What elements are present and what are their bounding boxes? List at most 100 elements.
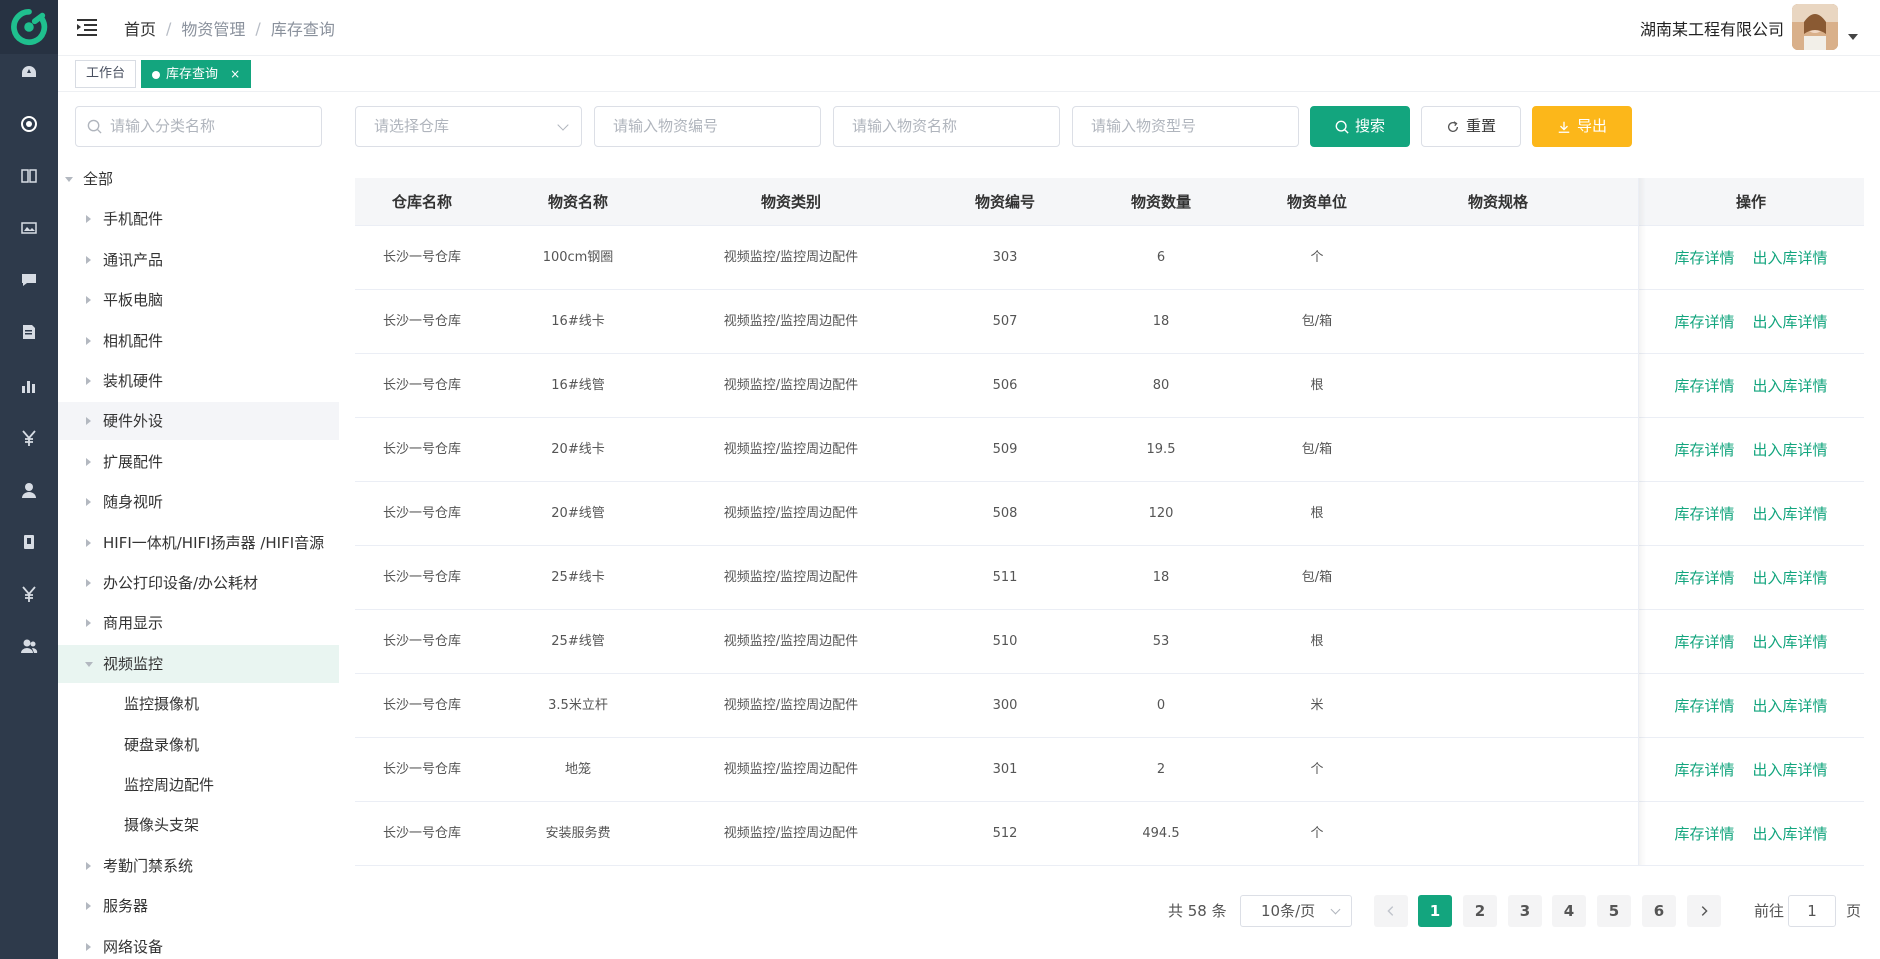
goto-page-input[interactable]: 1 bbox=[1788, 895, 1836, 927]
inout-detail-link[interactable]: 出入库详情 bbox=[1752, 505, 1828, 523]
caret-down-icon[interactable] bbox=[85, 661, 93, 667]
caret-right-icon[interactable] bbox=[86, 215, 91, 224]
category-search-input[interactable]: 请输入分类名称 bbox=[75, 106, 322, 147]
rail-item[interactable] bbox=[0, 312, 58, 352]
rail-item[interactable] bbox=[0, 260, 58, 300]
caret-right-icon[interactable] bbox=[86, 861, 91, 870]
stock-detail-link[interactable]: 库存详情 bbox=[1674, 569, 1735, 587]
tab-workbench[interactable]: 工作台 bbox=[75, 60, 137, 88]
tree-node[interactable]: 硬盘录像机 bbox=[58, 726, 339, 764]
inout-detail-link[interactable]: 出入库详情 bbox=[1752, 249, 1828, 267]
stock-detail-link[interactable]: 库存详情 bbox=[1674, 825, 1735, 843]
tree-node[interactable]: 商用显示 bbox=[58, 604, 339, 642]
tree-node[interactable]: 随身视听 bbox=[58, 483, 339, 521]
tree-node[interactable]: 办公打印设备/办公耗材 bbox=[58, 564, 339, 602]
tree-node[interactable]: HIFI一体机/HIFI扬声器 /HIFI音源 bbox=[58, 524, 339, 562]
stock-detail-link[interactable]: 库存详情 bbox=[1674, 313, 1735, 331]
page-button[interactable]: 5 bbox=[1597, 895, 1631, 927]
stock-detail-link[interactable]: 库存详情 bbox=[1674, 633, 1735, 651]
rail-item[interactable] bbox=[0, 104, 58, 144]
tree-node[interactable]: 扩展配件 bbox=[58, 443, 339, 481]
caret-right-icon[interactable] bbox=[86, 417, 91, 426]
breadcrumb-home[interactable]: 首页 bbox=[124, 20, 157, 39]
tree-node[interactable]: 手机配件 bbox=[58, 200, 339, 238]
reset-button[interactable]: 重置 bbox=[1421, 106, 1521, 147]
page-size-select[interactable]: 10条/页 bbox=[1240, 895, 1352, 927]
rail-item[interactable] bbox=[0, 208, 58, 248]
inout-detail-link[interactable]: 出入库详情 bbox=[1752, 761, 1828, 779]
caret-right-icon[interactable] bbox=[86, 296, 91, 305]
rail-item[interactable] bbox=[0, 366, 58, 406]
page-button[interactable]: 3 bbox=[1508, 895, 1542, 927]
prev-page-button[interactable] bbox=[1374, 895, 1408, 927]
tree-node[interactable]: 通讯产品 bbox=[58, 241, 339, 279]
page-button[interactable]: 2 bbox=[1463, 895, 1497, 927]
inout-detail-link[interactable]: 出入库详情 bbox=[1752, 633, 1828, 651]
tree-node[interactable]: 监控摄像机 bbox=[58, 685, 339, 723]
caret-right-icon[interactable] bbox=[86, 255, 91, 264]
avatar[interactable] bbox=[1792, 4, 1838, 50]
inout-detail-link[interactable]: 出入库详情 bbox=[1752, 441, 1828, 459]
page-button[interactable]: 4 bbox=[1552, 895, 1586, 927]
stock-detail-link[interactable]: 库存详情 bbox=[1674, 441, 1735, 459]
inout-detail-link[interactable]: 出入库详情 bbox=[1752, 313, 1828, 331]
tree-node[interactable]: 视频监控 bbox=[58, 644, 339, 683]
export-button[interactable]: 导出 bbox=[1532, 106, 1632, 147]
warehouse-select[interactable]: 请选择仓库 bbox=[355, 106, 582, 147]
caret-down-icon[interactable] bbox=[65, 177, 73, 182]
material-code-input[interactable]: 请输入物资编号 bbox=[594, 106, 821, 147]
close-icon[interactable]: × bbox=[230, 67, 241, 81]
search-button[interactable]: 搜索 bbox=[1310, 106, 1410, 147]
tree-node[interactable]: 全部 bbox=[58, 160, 339, 198]
chevron-down-icon[interactable] bbox=[1848, 34, 1858, 40]
tree-node[interactable]: 网络设备 bbox=[58, 928, 339, 959]
inout-detail-link[interactable]: 出入库详情 bbox=[1752, 377, 1828, 395]
tab-inventory-query[interactable]: 库存查询 × bbox=[141, 60, 252, 88]
breadcrumb-material[interactable]: 物资管理 bbox=[181, 20, 246, 39]
material-code-placeholder: 请输入物资编号 bbox=[613, 117, 719, 135]
caret-right-icon[interactable] bbox=[86, 902, 91, 911]
page-button[interactable]: 1 bbox=[1418, 895, 1452, 927]
tree-node[interactable]: 装机硬件 bbox=[58, 362, 339, 400]
inout-detail-link[interactable]: 出入库详情 bbox=[1752, 569, 1828, 587]
caret-right-icon[interactable] bbox=[86, 336, 91, 345]
caret-right-icon[interactable] bbox=[86, 498, 91, 507]
rail-item[interactable] bbox=[0, 574, 58, 614]
rail-item[interactable] bbox=[0, 52, 58, 92]
stock-detail-link[interactable]: 库存详情 bbox=[1674, 697, 1735, 715]
app-logo[interactable] bbox=[0, 0, 58, 54]
caret-right-icon[interactable] bbox=[86, 579, 91, 587]
material-model-placeholder: 请输入物资型号 bbox=[1091, 117, 1197, 135]
inout-detail-link[interactable]: 出入库详情 bbox=[1752, 825, 1828, 843]
stock-detail-link[interactable]: 库存详情 bbox=[1674, 505, 1735, 523]
tree-node[interactable]: 服务器 bbox=[58, 887, 339, 925]
rail-item[interactable] bbox=[0, 626, 58, 666]
tree-node[interactable]: 相机配件 bbox=[58, 322, 339, 360]
stock-detail-link[interactable]: 库存详情 bbox=[1674, 377, 1735, 395]
caret-right-icon[interactable] bbox=[86, 538, 91, 547]
tree-node[interactable]: 摄像头支架 bbox=[58, 806, 339, 844]
menu-toggle-icon[interactable] bbox=[76, 16, 98, 38]
stock-detail-link[interactable]: 库存详情 bbox=[1674, 249, 1735, 267]
inout-detail-link[interactable]: 出入库详情 bbox=[1752, 697, 1828, 715]
material-name-input[interactable]: 请输入物资名称 bbox=[833, 106, 1060, 147]
rail-item[interactable] bbox=[0, 522, 58, 562]
tree-node[interactable]: 硬件外设 bbox=[58, 402, 339, 441]
caret-right-icon[interactable] bbox=[86, 942, 91, 951]
image-icon bbox=[21, 222, 37, 234]
rail-item[interactable] bbox=[0, 156, 58, 196]
stock-detail-link[interactable]: 库存详情 bbox=[1674, 761, 1735, 779]
caret-right-icon[interactable] bbox=[86, 457, 91, 466]
caret-right-icon[interactable] bbox=[86, 377, 91, 385]
tree-node[interactable]: 监控周边配件 bbox=[58, 766, 339, 804]
next-page-button[interactable] bbox=[1687, 895, 1721, 927]
page-button[interactable]: 6 bbox=[1642, 895, 1676, 927]
tree-node[interactable]: 平板电脑 bbox=[58, 281, 339, 319]
tree-node[interactable]: 考勤门禁系统 bbox=[58, 847, 339, 885]
caret-right-icon[interactable] bbox=[86, 619, 91, 628]
chevron-left-icon bbox=[1387, 906, 1394, 916]
rail-item[interactable] bbox=[0, 470, 58, 510]
rail-item[interactable] bbox=[0, 418, 58, 458]
material-model-input[interactable]: 请输入物资型号 bbox=[1072, 106, 1299, 147]
table-cell: 米 bbox=[1310, 698, 1324, 713]
